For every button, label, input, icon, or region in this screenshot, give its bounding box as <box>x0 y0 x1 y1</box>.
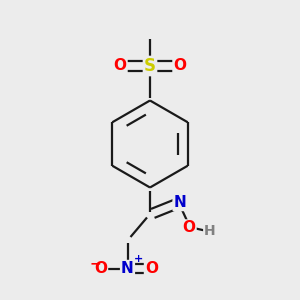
Text: −: − <box>89 256 101 270</box>
Text: N: N <box>121 261 134 276</box>
Text: +: + <box>134 254 143 264</box>
Text: O: O <box>182 220 196 236</box>
Text: O: O <box>145 261 158 276</box>
Text: N: N <box>174 195 186 210</box>
Text: S: S <box>144 57 156 75</box>
Text: H: H <box>204 224 216 238</box>
Text: O: O <box>173 58 187 74</box>
Text: O: O <box>94 261 107 276</box>
Text: O: O <box>113 58 127 74</box>
